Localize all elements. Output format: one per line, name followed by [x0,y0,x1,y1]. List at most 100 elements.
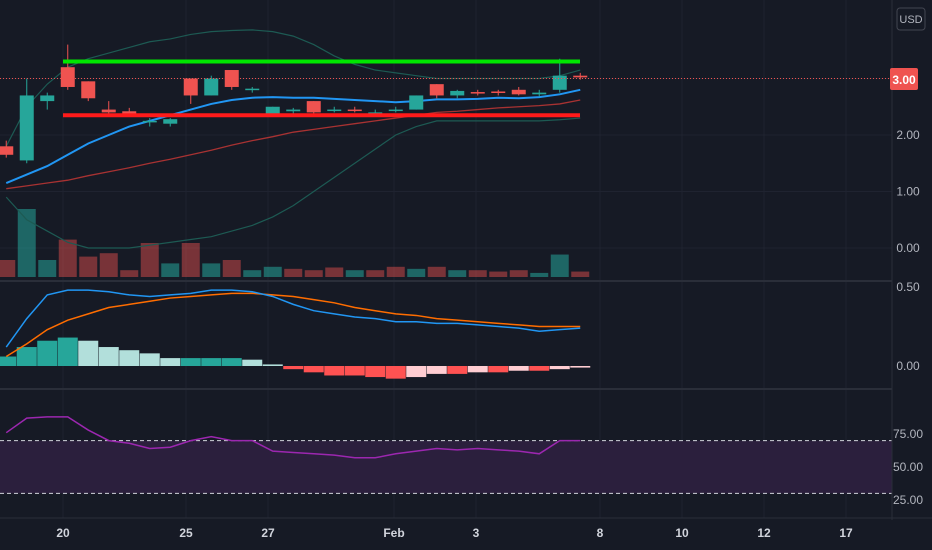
support-resistance-lines[interactable] [0,59,892,118]
volume-bar [366,270,385,277]
rsi-tick-label: 25.00 [893,493,923,507]
price-tick-label: 2.00 [896,128,920,142]
candle-body [450,90,465,96]
macd-signal-line [5,292,581,358]
macd-histogram-bar [426,366,447,374]
macd-histogram-bar [344,366,365,376]
time-tick-label: 8 [597,526,604,540]
ema-fast-line [5,88,581,184]
time-tick-label: Feb [383,526,404,540]
candle-body [388,109,403,112]
macd-histogram-bar [119,350,140,366]
macd-histogram-bar [488,366,509,373]
time-tick-label: 17 [839,526,853,540]
volume-bar [38,260,57,277]
volume-bar [345,270,364,277]
candle-body [327,109,342,112]
volume-bar [386,266,405,277]
macd-histogram-bar [529,366,550,371]
candle-body [429,84,444,96]
volume-bar [243,270,262,277]
time-tick-label: 25 [179,526,193,540]
time-tick-label: 20 [56,526,70,540]
price-tick-label: 1.00 [896,185,920,199]
moving-averages [5,88,581,190]
time-tick-label: 27 [261,526,275,540]
rsi-tick-label: 50.00 [893,460,923,474]
volume-bar [17,209,36,277]
candle-body [532,92,547,95]
macd-histogram-bar [570,366,591,368]
macd-histogram-bar [242,359,263,366]
candle-body [409,95,424,110]
rsi-tick-label: 75.00 [893,427,923,441]
macd-histogram-bar [549,366,570,370]
volume-bar [181,243,200,277]
volume-bars [0,209,590,277]
price-tick-label: 0.00 [896,241,920,255]
macd-histogram-bar [0,356,17,366]
volume-bar [509,270,528,277]
currency-label: USD [899,14,922,26]
volume-bar [140,243,159,277]
last-price-badge [890,68,918,90]
candle-body [0,146,14,155]
macd-tick-label: 0.50 [896,280,920,294]
volume-bar [427,266,446,277]
macd-histogram-bar [221,358,242,366]
candle-body [265,106,280,116]
candle-body [573,75,588,78]
volume-bar [571,271,590,277]
macd-histogram-bar [180,358,201,366]
macd-histogram-bar [78,340,99,366]
macd-histogram-bar [98,347,119,366]
macd-pane[interactable]: 0.50 0.00 [0,280,920,379]
macd-histogram-bar [139,353,160,366]
macd-histogram-bar [406,366,427,378]
ema-slow-line [6,99,581,190]
macd-histogram-bar [283,366,304,370]
candle-body [347,109,362,112]
time-tick-label: 3 [473,526,480,540]
bollinger-upper-line [5,29,581,147]
candle-body [122,111,137,115]
volume-bar [222,260,241,277]
candle-body [142,120,157,123]
macd-tick-label: 0.00 [896,359,920,373]
candle-body [183,78,198,96]
candle-body [286,109,301,112]
macd-histogram-bar [57,337,78,366]
candle-body [511,89,526,95]
candle-body [101,109,116,113]
volume-bar [99,253,118,277]
volume-bar [161,263,180,277]
last-price-badge-text: 3.00 [892,73,916,87]
volume-bar [407,268,426,277]
candle-body [245,88,260,91]
macd-histogram-bar [160,358,181,366]
time-axis[interactable]: 20 25 27 Feb 3 8 10 12 17 [56,526,853,540]
volume-bar [58,239,77,277]
price-axis[interactable]: 2.00 1.00 0.00 [896,128,920,255]
macd-histogram-bar [303,366,324,373]
currency-button[interactable] [896,7,926,31]
macd-line [5,289,581,348]
volume-bar [263,266,282,277]
volume-bar [202,263,221,277]
macd-histogram-bar [385,366,406,379]
candle-body [40,95,55,102]
volume-bar [304,270,323,277]
macd-histogram-bar [508,366,529,371]
candle-body [163,119,178,124]
macd-histogram-bar [201,358,222,366]
rsi-pane[interactable]: 75.00 50.00 25.00 [0,416,923,507]
volume-bar [0,260,16,277]
macd-histogram-bar [16,347,37,366]
volume-bar [489,271,508,277]
bollinger-lower-line [5,117,581,249]
volume-bar [120,270,139,277]
candle-body [368,112,383,114]
volume-bar [79,256,98,277]
macd-histogram-bar [447,366,468,374]
